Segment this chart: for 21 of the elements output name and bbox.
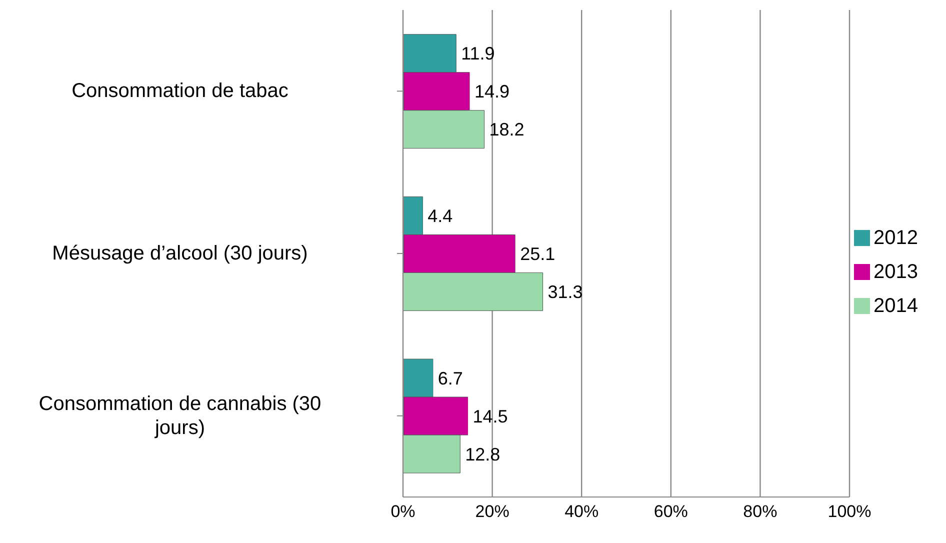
data-label: 12.8	[465, 444, 500, 464]
legend-label: 2014	[874, 294, 918, 316]
legend-label: 2013	[874, 260, 918, 282]
data-label: 25.1	[520, 244, 556, 264]
x-tick-label: 40%	[564, 502, 599, 522]
x-tick-label: 20%	[475, 502, 510, 522]
data-label: 18.2	[489, 120, 524, 140]
x-tick-label: 80%	[743, 502, 778, 522]
y-tick-label: Consommation de tabac	[72, 80, 288, 102]
y-tick-label: Mésusage d’alcool (30 jours)	[52, 242, 308, 264]
data-label: 14.9	[474, 82, 510, 102]
data-label: 4.4	[428, 206, 453, 226]
data-label: 14.5	[472, 406, 508, 426]
x-tick-label: 0%	[390, 502, 416, 522]
data-label: 6.7	[438, 368, 463, 388]
legend-label: 2012	[874, 226, 918, 248]
data-label: 11.9	[461, 44, 495, 64]
x-tick-label: 100%	[828, 502, 872, 522]
y-tick-label: Consommation de cannabis (30 jours)	[38, 392, 322, 439]
x-tick-label: 60%	[654, 502, 688, 522]
data-label: 31.3	[548, 282, 583, 302]
